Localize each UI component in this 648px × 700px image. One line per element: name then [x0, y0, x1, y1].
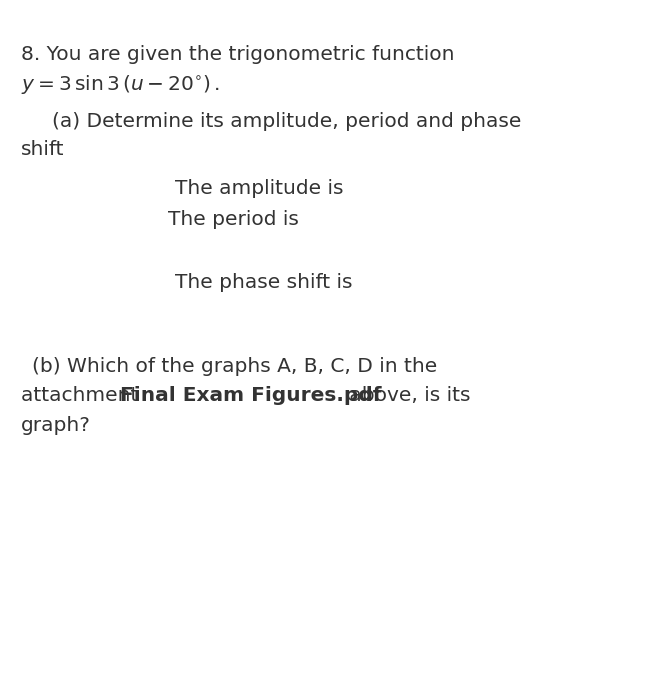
Text: The amplitude is: The amplitude is [175, 178, 343, 197]
Text: 8. You are given the trigonometric function: 8. You are given the trigonometric funct… [21, 46, 454, 64]
Text: graph?: graph? [21, 416, 91, 435]
Text: above, is its: above, is its [343, 386, 471, 405]
Text: The period is: The period is [168, 210, 299, 229]
Text: Final Exam Figures.pdf: Final Exam Figures.pdf [120, 386, 382, 405]
Text: $y = 3\,\sin 3\,(u - 20^{\circ})\,.$: $y = 3\,\sin 3\,(u - 20^{\circ})\,.$ [21, 74, 220, 97]
Text: (b) Which of the graphs A, B, C, D in the: (b) Which of the graphs A, B, C, D in th… [32, 357, 437, 376]
Text: The phase shift is: The phase shift is [175, 273, 353, 292]
Text: attachment: attachment [21, 386, 145, 405]
Text: (a) Determine its amplitude, period and phase: (a) Determine its amplitude, period and … [52, 112, 521, 131]
Text: shift: shift [21, 140, 64, 159]
